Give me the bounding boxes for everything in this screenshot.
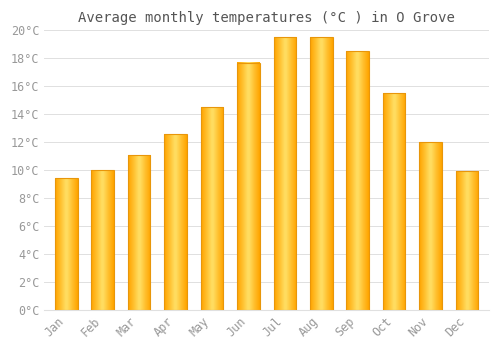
Bar — [420, 142, 442, 310]
Bar — [346, 51, 369, 310]
Bar — [128, 155, 150, 310]
Bar — [200, 107, 224, 310]
Bar — [383, 93, 406, 310]
Title: Average monthly temperatures (°C ) in O Grove: Average monthly temperatures (°C ) in O … — [78, 11, 455, 25]
Bar — [274, 37, 296, 310]
Bar — [310, 37, 332, 310]
Bar — [237, 63, 260, 310]
Bar — [55, 178, 78, 310]
Bar — [456, 172, 478, 310]
Bar — [92, 170, 114, 310]
Bar — [164, 134, 187, 310]
